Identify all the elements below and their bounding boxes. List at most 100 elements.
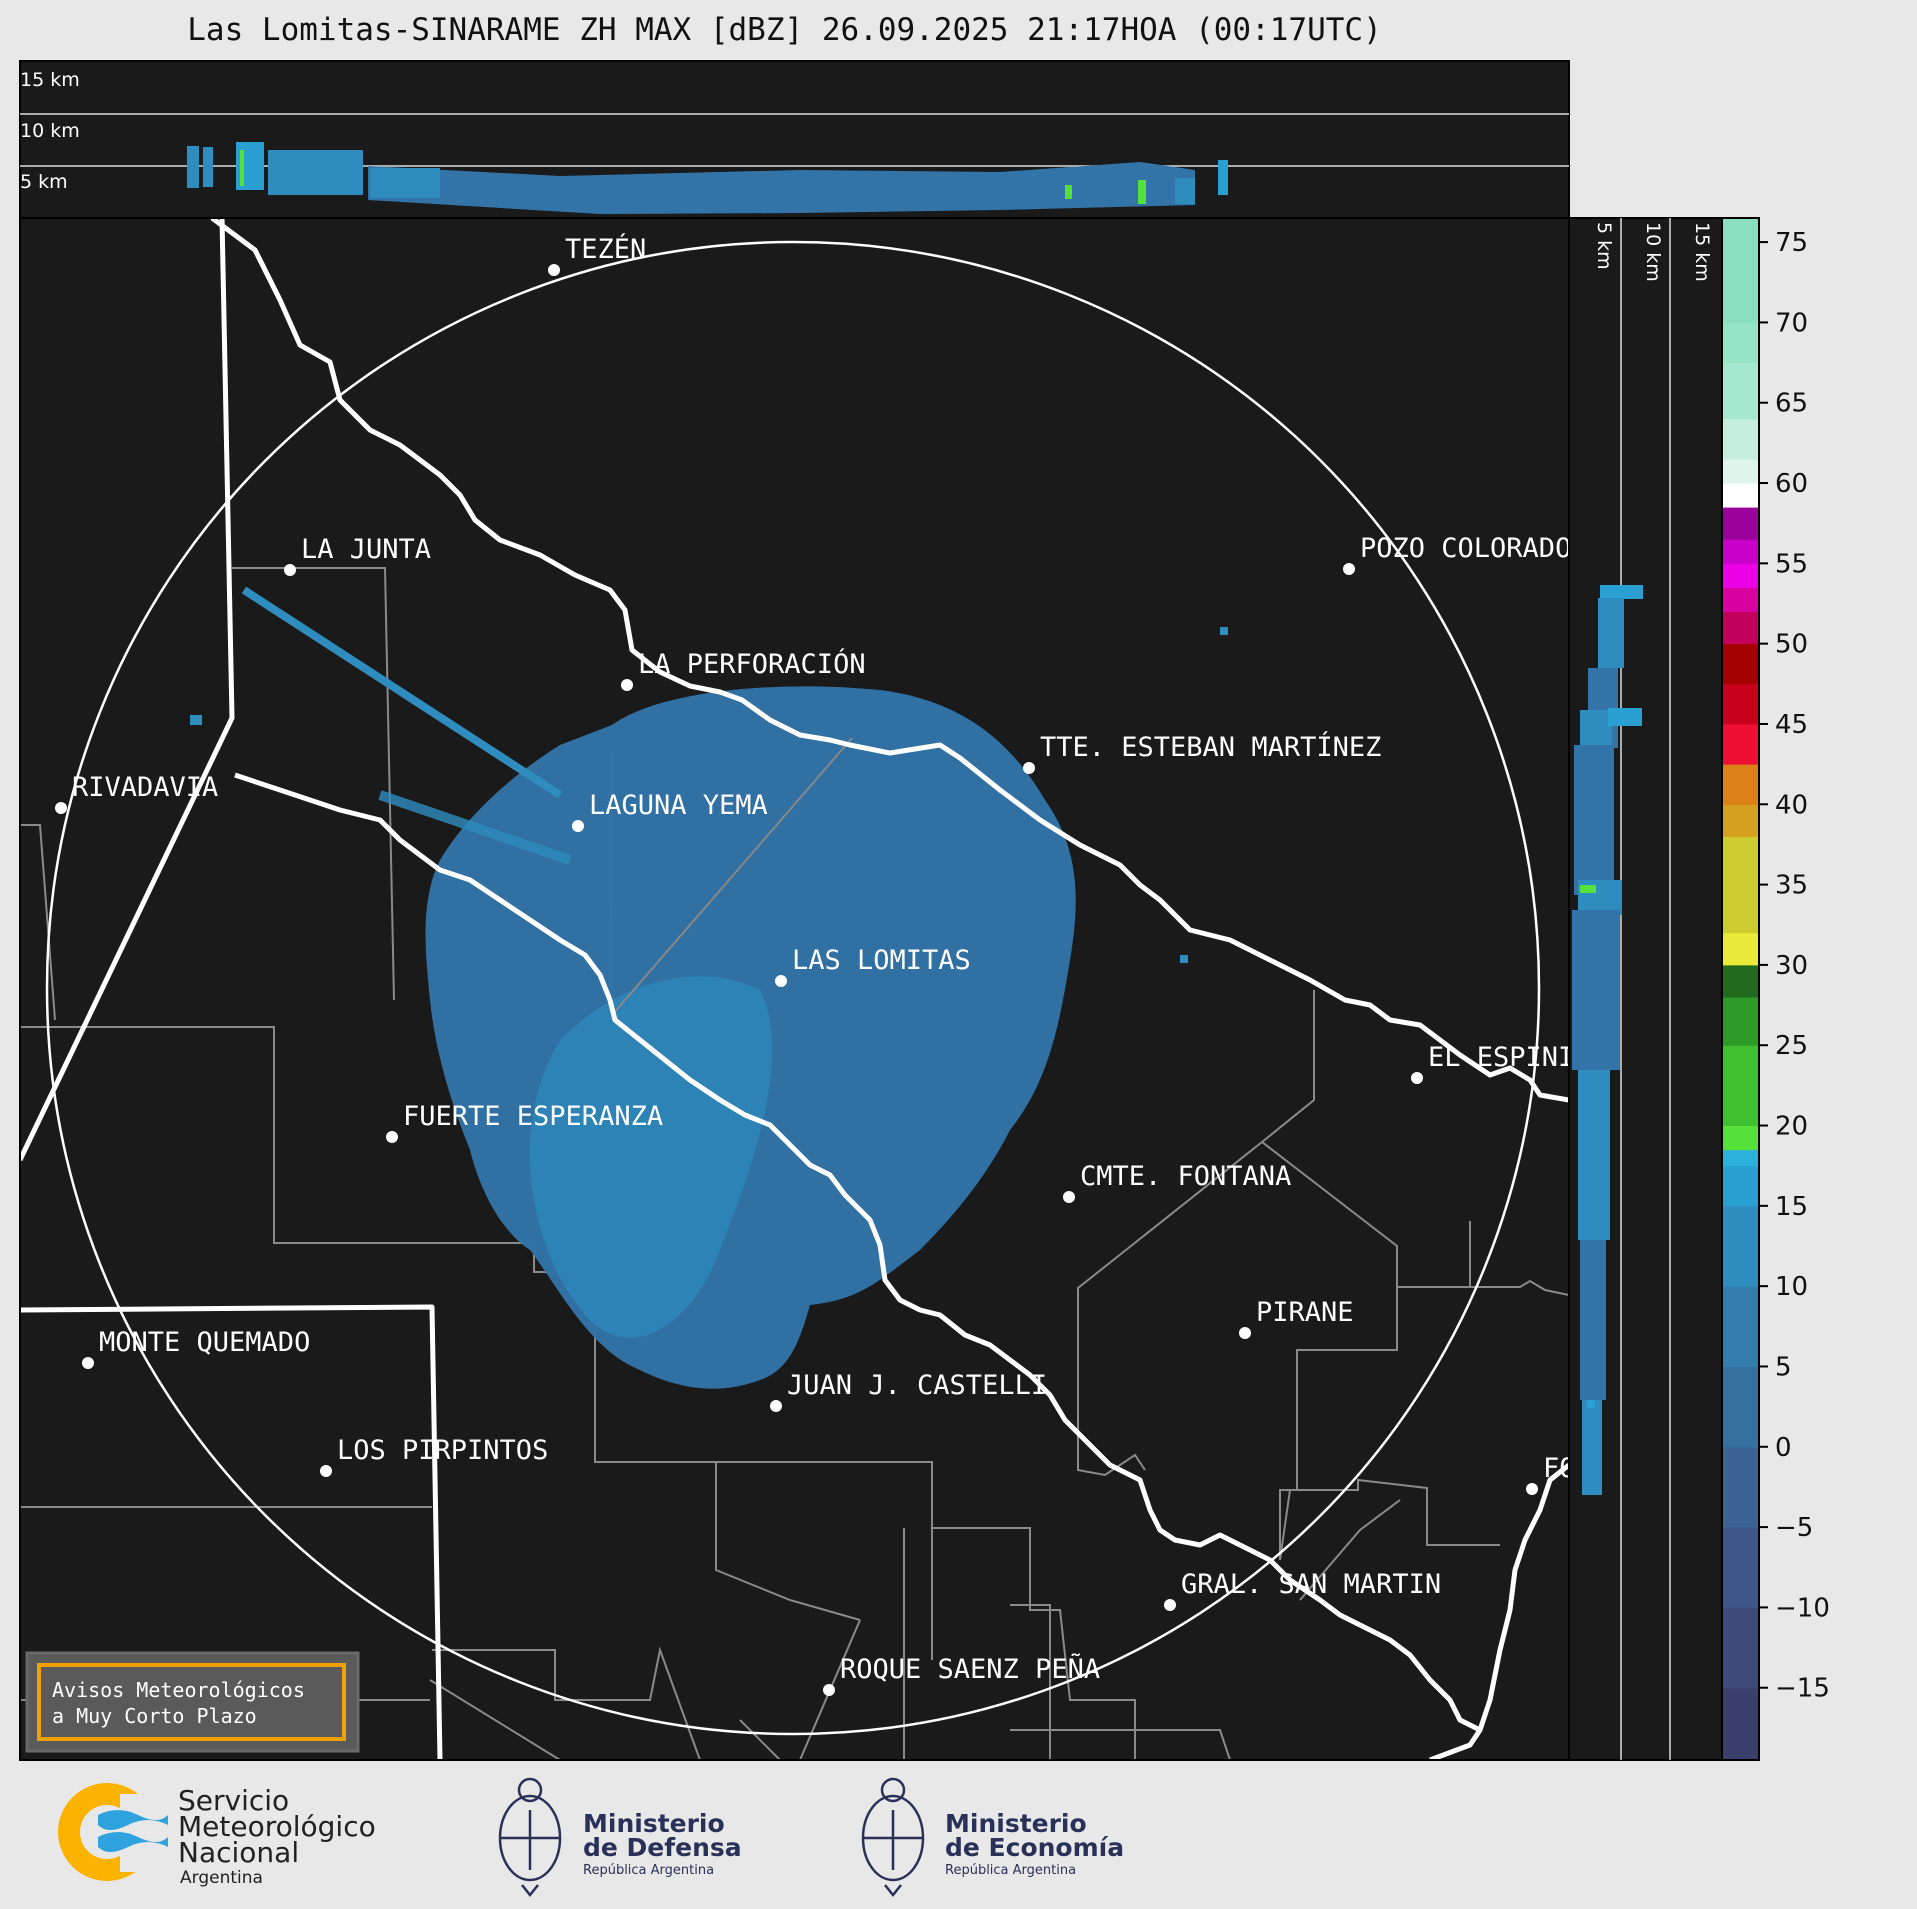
altitude-label: 15 km: [1691, 222, 1713, 282]
alert-box-line2: a Muy Corto Plazo: [52, 1704, 257, 1728]
colorbar-tick-label: 45: [1775, 710, 1808, 740]
economia-line3: República Argentina: [945, 1863, 1076, 1878]
city-marker: FORMOSA: [1526, 1453, 1657, 1495]
city-dot-icon: [284, 564, 296, 576]
city-label: LA JUNTA: [301, 534, 431, 565]
colorbar-band: [1722, 1165, 1759, 1207]
city-marker: LA JUNTA: [284, 534, 431, 576]
top-altitude-panel: 15 km 10 km 5 km: [19, 60, 1570, 219]
city-label: LAGUNA YEMA: [589, 790, 768, 821]
city-markers: TEZÉN LA JUNTA LA PERFORACIÓN POZO COLORADO…: [55, 233, 1657, 1696]
smn-line1: Servicio: [178, 1784, 289, 1817]
colorbar-tick-label: 0: [1775, 1433, 1792, 1463]
city-marker: CMTE. FONTANA: [1063, 1161, 1291, 1203]
alert-link-box[interactable]: Avisos Meteorológicos a Muy Corto Plazo: [25, 1651, 360, 1753]
colorbar-band: [1722, 836, 1759, 934]
city-marker: FUERTE ESPERANZA: [386, 1101, 663, 1143]
altitude-label: 5 km: [20, 171, 68, 193]
city-label: FORMOSA: [1543, 1453, 1657, 1484]
colorbar-tick-label: 60: [1775, 469, 1808, 499]
city-marker: JUAN J. CASTELLI: [770, 1370, 1047, 1412]
colorbar-band: [1722, 1125, 1759, 1151]
top-echo-profile: [187, 142, 1228, 214]
city-marker: RIVADAVIA: [55, 772, 218, 814]
colorbar-band: [1722, 1149, 1759, 1167]
colorbar-band: [1722, 1286, 1759, 1367]
city-marker: LAGUNA YEMA: [572, 790, 768, 832]
colorbar-tick-label: −5: [1775, 1513, 1813, 1543]
city-dot-icon: [82, 1357, 94, 1369]
colorbar-band: [1722, 322, 1759, 364]
colorbar-band: [1722, 1045, 1759, 1127]
range-ring: [45, 240, 1541, 1736]
city-dot-icon: [1023, 762, 1035, 774]
colorbar-tick-label: 40: [1775, 790, 1808, 820]
city-label: RIVADAVIA: [72, 772, 218, 803]
smn-line3: Nacional: [178, 1836, 299, 1869]
city-marker: GRAL. SAN MARTIN: [1164, 1569, 1441, 1611]
city-marker: PIRANE: [1239, 1297, 1354, 1339]
city-marker: ROQUE SAENZ PEÑA: [823, 1653, 1100, 1696]
colorbar-band: [1722, 507, 1759, 540]
altitude-label: 10 km: [1642, 222, 1664, 282]
city-label: GRAL. SAN MARTIN: [1181, 1569, 1441, 1600]
city-marker: MONTE QUEMADO: [82, 1327, 310, 1369]
colorbar-band: [1722, 362, 1759, 420]
colorbar-band: [1722, 1687, 1759, 1761]
colorbar-band: [1722, 458, 1759, 484]
colorbar-tick-label: 70: [1775, 308, 1808, 338]
smn-logo: Servicio Meteorológico Nacional Argentin…: [58, 1783, 376, 1888]
colorbar-tick-label: 65: [1775, 389, 1808, 419]
colorbar-band: [1722, 611, 1759, 645]
economia-line2: de Economía: [945, 1833, 1124, 1862]
colorbar-band: [1722, 218, 1759, 323]
ministerio-economia-logo: Ministerio de Economía República Argenti…: [861, 1777, 1124, 1898]
colorbar-band: [1722, 804, 1759, 837]
city-label: TTE. ESTEBAN MARTÍNEZ: [1040, 731, 1381, 763]
ministerio-defensa-logo: Ministerio de Defensa República Argentin…: [498, 1777, 742, 1898]
colorbar-band: [1722, 483, 1759, 508]
radar-map[interactable]: TEZÉN LA JUNTA LA PERFORACIÓN POZO COLORADO…: [19, 217, 1657, 1761]
side-echo-profile: [1572, 585, 1643, 1495]
colorbar-tick-label: 15: [1775, 1192, 1808, 1222]
city-dot-icon: [621, 679, 633, 691]
altitude-label: 10 km: [20, 120, 80, 142]
colorbar-tick-label: 30: [1775, 951, 1808, 981]
colorbar-tick-label: 20: [1775, 1112, 1808, 1142]
economia-line1: Ministerio: [945, 1809, 1087, 1838]
alert-box-line1: Avisos Meteorológicos: [52, 1678, 305, 1702]
colorbar-band: [1722, 563, 1759, 588]
city-label: ROQUE SAENZ PEÑA: [840, 1653, 1100, 1685]
province-borders: [20, 218, 1569, 1760]
city-label: FUERTE ESPERANZA: [403, 1101, 663, 1132]
city-marker: LAS LOMITAS: [775, 945, 971, 987]
argentina-coat-of-arms-icon: [861, 1777, 925, 1898]
city-marker: POZO COLORADO: [1343, 533, 1571, 575]
city-dot-icon: [386, 1131, 398, 1143]
city-marker: LA PERFORACIÓN: [621, 648, 866, 691]
colorbar-tick-label: 75: [1775, 228, 1808, 258]
colorbar-tick-label: 35: [1775, 871, 1808, 901]
colorbar-band: [1722, 683, 1759, 725]
smn-line4: Argentina: [180, 1868, 263, 1888]
city-label: PIRANE: [1256, 1297, 1354, 1328]
colorbar-band: [1722, 1446, 1759, 1528]
city-dot-icon: [572, 820, 584, 832]
city-label: LOS PIRPINTOS: [337, 1435, 548, 1466]
altitude-label: 5 km: [1593, 222, 1615, 270]
city-marker: EL ESPINILLO: [1411, 1042, 1569, 1084]
city-label: MONTE QUEMADO: [99, 1327, 310, 1358]
colorbar-tick-label: −15: [1775, 1674, 1830, 1704]
chart-title: Las Lomitas-SINARAME ZH MAX [dBZ] 26.09.…: [187, 12, 1382, 48]
city-dot-icon: [320, 1465, 332, 1477]
colorbar-band: [1722, 932, 1759, 966]
colorbar-tick-label: 50: [1775, 630, 1808, 660]
smn-line2: Meteorológico: [178, 1810, 376, 1843]
city-label: POZO COLORADO: [1360, 533, 1571, 564]
defensa-line2: de Defensa: [583, 1833, 742, 1862]
radar-echo-core: [529, 976, 773, 1338]
colorbar-tick-label: 10: [1775, 1272, 1808, 1302]
city-label: CMTE. FONTANA: [1080, 1161, 1291, 1192]
city-dot-icon: [1239, 1327, 1251, 1339]
